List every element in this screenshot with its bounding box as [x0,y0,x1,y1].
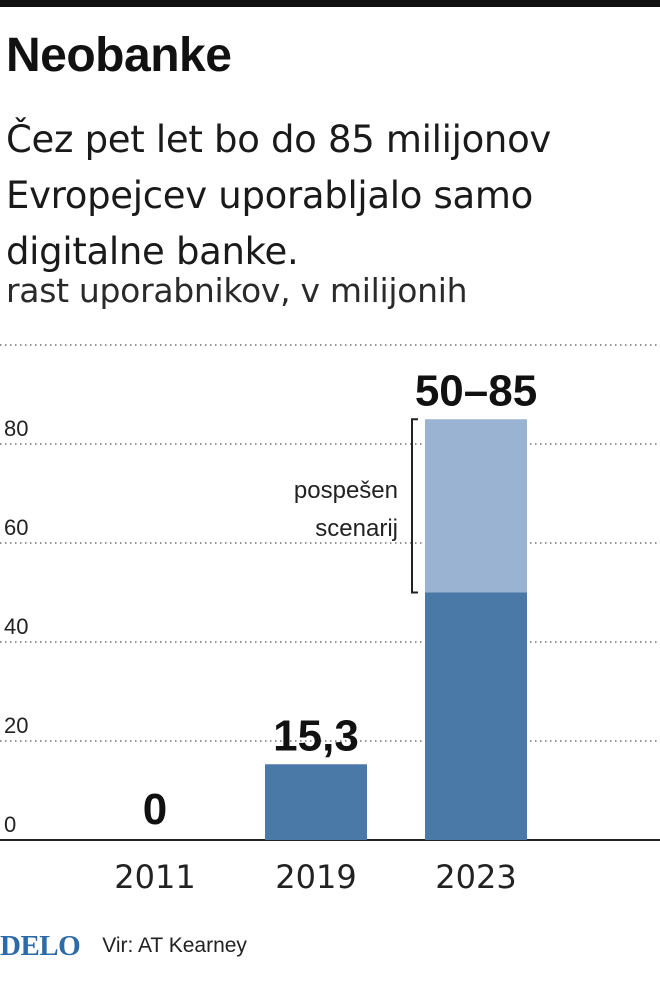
x-category-label: 2011 [114,858,195,896]
footer: DELO Vir: AT Kearney [0,926,247,966]
x-category-label: 2019 [275,858,356,896]
value-label-2019: 15,3 [273,711,359,760]
bar-2023 [425,592,527,840]
y-tick-label: 80 [4,416,28,441]
y-tick-label: 60 [4,515,28,540]
y-tick-label: 40 [4,614,28,639]
y-tick-label: 0 [4,812,16,837]
x-axis-categories: 2011 2019 2023 [114,858,516,896]
bars [265,419,527,840]
value-label-2023: 50–85 [415,366,537,415]
chart-subtitle: Čez pet let bo do 85 milijonov Evropejce… [6,118,552,273]
value-label-2011: 0 [143,785,167,834]
bar-scenario-2023 [425,419,527,593]
y-axis-ticks: 0 20 40 60 80 [4,416,28,837]
unit-label: rast uporabnikov, v milijonih [6,271,468,310]
x-category-label: 2023 [435,858,516,896]
chart-title: Neobanke [6,29,232,82]
scenario-bracket [411,418,418,594]
bar-chart: 0 20 40 60 80 0 15,3 50–85 pospešen scenarij 20… [0,344,660,896]
scenario-annotation: pospešen scenarij [294,418,418,594]
bar-2019 [265,764,367,840]
source-note: Vir: AT Kearney [102,934,247,957]
scenario-label-line: pospešen [294,477,398,504]
scenario-label-line: scenarij [315,515,398,542]
top-rule [0,0,660,7]
value-labels: 0 15,3 50–85 [143,366,537,834]
y-tick-label: 20 [4,713,28,738]
delo-logo: DELO [0,929,81,962]
